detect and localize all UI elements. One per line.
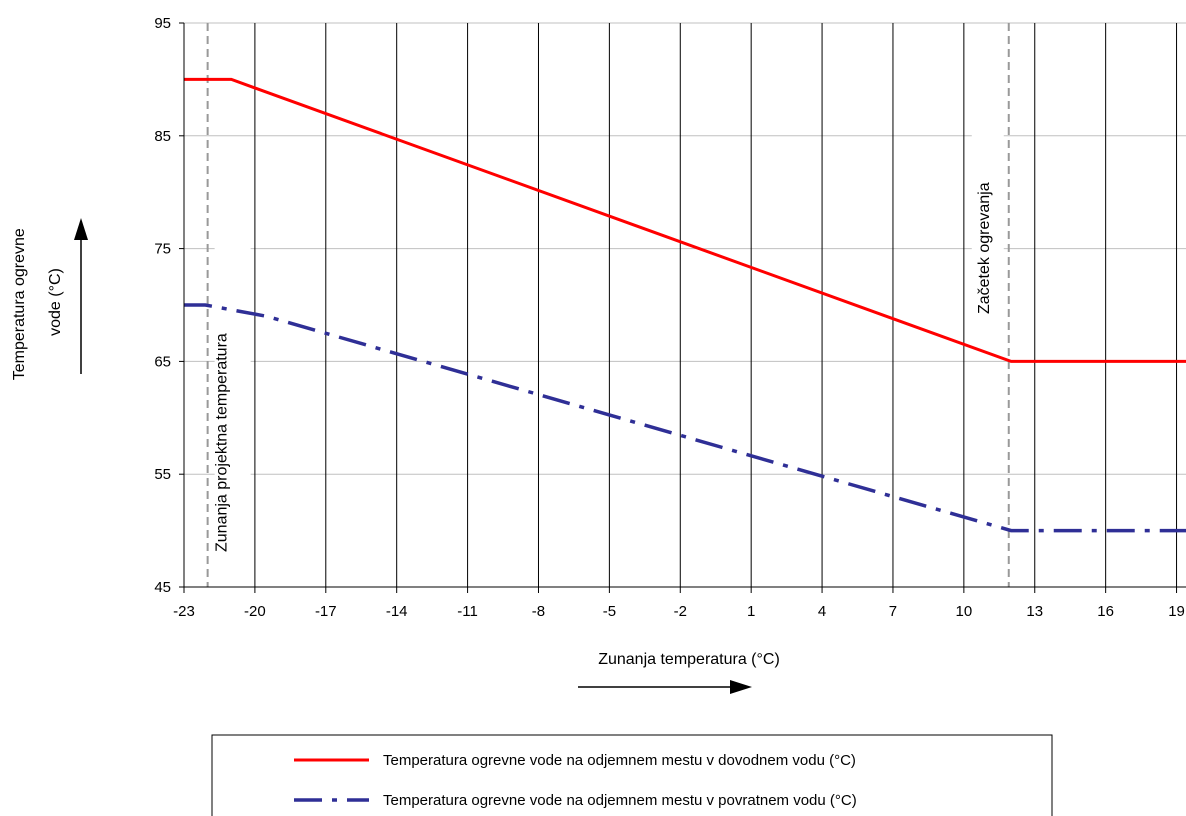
y-axis-arrow bbox=[74, 218, 88, 374]
x-tick-label: 7 bbox=[889, 603, 897, 620]
y-tick-label: 45 bbox=[154, 579, 171, 596]
y-tick-label: 65 bbox=[154, 353, 171, 370]
x-tick-labels: -23 -20 -17 -14 -11 -8 -5 -2 1 4 7 10 13 16 19 bbox=[173, 603, 1185, 620]
x-tick-label: -17 bbox=[315, 603, 337, 620]
x-tick-label: -20 bbox=[244, 603, 266, 620]
x-tick-label: 13 bbox=[1026, 603, 1043, 620]
x-tick-label: 1 bbox=[747, 603, 755, 620]
x-tick-label: -11 bbox=[457, 603, 478, 620]
x-tick-label: 10 bbox=[956, 603, 973, 620]
annotation-bg-design-temp bbox=[214, 227, 251, 560]
legend-label-supply: Temperatura ogrevne vode na odjemnem mes… bbox=[383, 752, 856, 769]
x-tick-label: 4 bbox=[818, 603, 826, 620]
x-tick-label: -23 bbox=[173, 603, 195, 620]
y-axis-title-line-1: Temperatura ogrevne bbox=[11, 228, 28, 380]
series-return-line bbox=[184, 303, 1186, 533]
annotation-bg-heating-start bbox=[971, 128, 1004, 324]
x-tick-label: -14 bbox=[386, 603, 408, 620]
axes bbox=[179, 22, 1186, 593]
data-series bbox=[184, 77, 1186, 533]
y-axis-title: Temperatura ogrevne vode (°C) bbox=[11, 224, 64, 381]
series-supply-line bbox=[184, 77, 1186, 363]
legend-label-return: Temperatura ogrevne vode na odjemnem mes… bbox=[383, 792, 857, 809]
y-tick-label: 85 bbox=[154, 128, 171, 145]
y-tick-label: 55 bbox=[154, 466, 171, 483]
legend-box bbox=[211, 734, 1053, 816]
y-tick-label: 75 bbox=[154, 241, 171, 258]
x-axis-title: Zunanja temperatura (°C) bbox=[598, 651, 780, 668]
x-tick-label: -5 bbox=[603, 603, 616, 620]
reference-line-label: Začetek ogrevanja bbox=[976, 182, 993, 314]
reference-line-label: Zunanja projektna temperatura bbox=[214, 333, 231, 552]
y-axis-title-line-2: vode (°C) bbox=[47, 268, 64, 336]
horizontal-gridlines bbox=[184, 22, 1186, 475]
y-tick-label: 95 bbox=[154, 15, 171, 32]
legend: Temperatura ogrevne vode na odjemnem mes… bbox=[211, 734, 1053, 816]
x-tick-label: 19 bbox=[1168, 603, 1185, 620]
x-axis-arrow bbox=[578, 680, 752, 694]
x-tick-label: -2 bbox=[674, 603, 687, 620]
reference-lines bbox=[206, 23, 1010, 587]
x-tick-label: -8 bbox=[532, 603, 545, 620]
vertical-gridlines bbox=[254, 23, 1178, 587]
annotation-backgrounds bbox=[214, 128, 1004, 560]
x-tick-label: 16 bbox=[1097, 603, 1114, 620]
y-tick-labels: 45 55 65 75 85 95 bbox=[154, 15, 171, 596]
annotations: Zunanja projektna temperatura Začetek ogr… bbox=[214, 182, 993, 552]
